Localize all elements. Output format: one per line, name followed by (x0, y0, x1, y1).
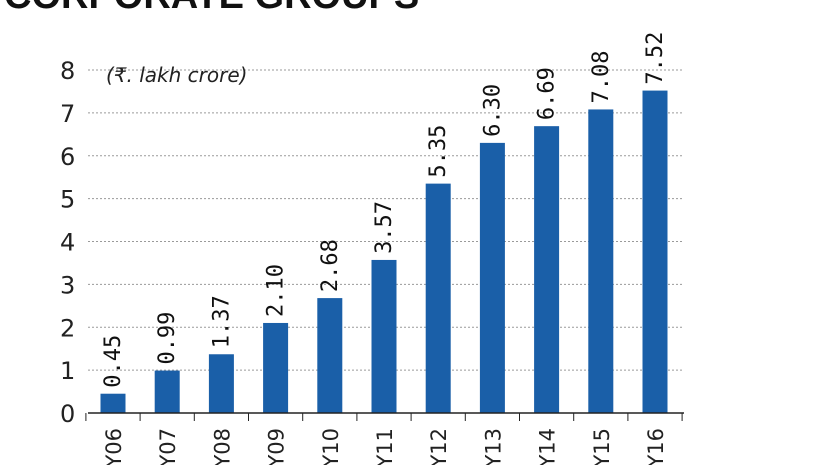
y-tick-label: 1 (60, 357, 75, 385)
bar-fy12 (425, 183, 451, 413)
x-tick-label: FY06 (102, 428, 126, 465)
bar-fy15 (588, 109, 614, 413)
x-tick-label: FY13 (481, 428, 505, 465)
value-label: 6.30 (480, 84, 505, 137)
bar-fy08 (208, 354, 234, 413)
value-label: 7.52 (643, 32, 668, 85)
x-axis (85, 412, 684, 421)
chart-title: CORPORATE GROUPS (4, 0, 419, 17)
bar-fy13 (479, 142, 505, 413)
y-tick-label: 7 (60, 100, 75, 128)
value-label: 6.69 (535, 67, 560, 120)
y-tick-label: 0 (60, 400, 75, 428)
x-tick-label: FY10 (319, 428, 343, 465)
bar-fy07 (154, 370, 180, 413)
y-tick-label: 3 (60, 271, 75, 299)
value-label: 0.99 (155, 312, 180, 365)
value-label: 7.08 (589, 50, 614, 103)
x-tick-label: FY09 (265, 428, 289, 465)
x-tick-label: FY15 (590, 428, 614, 465)
y-tick-label: 4 (60, 229, 75, 257)
x-tick-label: FY08 (210, 428, 234, 465)
x-tick-label: FY12 (427, 428, 451, 465)
x-tick-label: FY07 (156, 428, 180, 465)
x-tick-label: FY16 (644, 428, 668, 465)
value-label: 0.45 (101, 335, 126, 388)
value-label: 1.37 (209, 295, 234, 348)
bar-fy06 (100, 393, 126, 413)
value-label: 2.10 (264, 264, 289, 317)
bar-fy14 (534, 126, 560, 413)
y-tick-label: 6 (60, 143, 75, 171)
bar-fy11 (371, 259, 397, 413)
x-tick-label: FY14 (536, 428, 560, 465)
y-tick-label: 2 (60, 314, 75, 342)
x-tick-label: FY11 (373, 428, 397, 465)
unit-label: (₹. lakh crore) (106, 63, 247, 87)
y-tick-label: 8 (60, 57, 75, 85)
y-axis-ticks: 0 1 2 3 4 5 6 7 8 (60, 57, 75, 428)
value-label: 3.57 (372, 201, 397, 254)
bar-fy10 (317, 298, 343, 413)
y-tick-label: 5 (60, 186, 75, 214)
value-label: 5.35 (426, 125, 451, 178)
x-axis-ticks: FY06 FY07 FY08 FY09 FY10 FY11 FY12 FY13 FY14 FY15… (102, 428, 668, 465)
bar-fy09 (263, 322, 289, 413)
value-labels: 0.45 0.99 1.37 2.10 2.68 3.57 5.35 6.30 6.69 7.08… (101, 32, 668, 388)
value-label: 2.68 (318, 239, 343, 292)
bar-fy16 (642, 90, 668, 413)
bars (100, 90, 668, 413)
